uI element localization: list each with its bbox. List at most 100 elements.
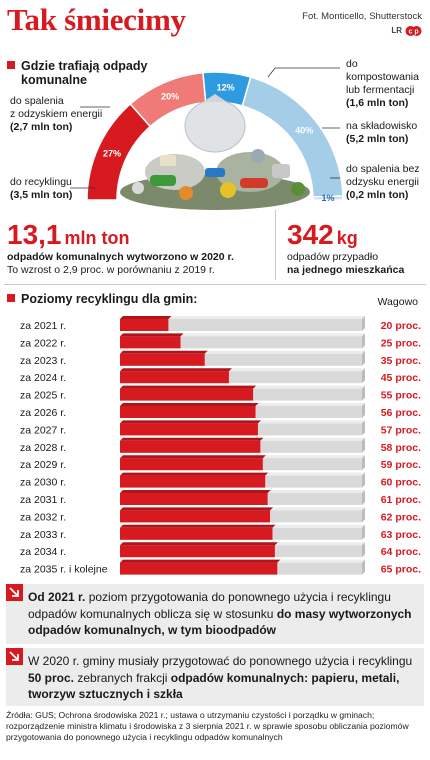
svg-text:p: p [414,29,418,36]
stat-per-capita: 342 kg [287,219,358,250]
photo-credit: Fot. Monticello, Shutterstock [302,11,422,22]
bar-side-face [362,455,365,471]
bar-category-label: za 2030 r. [20,477,66,489]
bar-fill-top-face [120,507,274,511]
stat-total-mass: 13,1 mln ton [7,219,130,250]
bar-fill-top-face [120,455,266,459]
bar-fill [120,527,273,540]
bar-fill [120,493,268,505]
bar-top-face [120,316,365,319]
label-incineration-no-recovery: do spalenia bez odzysku energii (0,2 mln… [346,163,420,201]
bar-value-label: 35 proc. [381,355,421,367]
heading-line-2: komunalne [21,73,87,87]
arrow-icon [6,584,23,601]
bar-value-label: 20 proc. [381,320,421,332]
bar-value-label: 60 proc. [381,477,421,489]
bar-fill-top-face [120,524,276,528]
bar-fill-top-face [120,559,281,563]
bar-fill [120,475,266,488]
bar-side-face [362,403,365,418]
section-heading-recycling-levels: Poziomy recyklingu dla gmin: [7,292,197,306]
bar-category-label: za 2025 r. [20,390,66,402]
bar-category-label: za 2035 r. i kolejne [20,564,108,576]
copyright-icon: c p [405,26,422,36]
bar-category-label: za 2033 r. [20,529,66,541]
bar-category-label: za 2024 r. [20,372,66,384]
stat-per-capita-description: odpadów przypadło na jednego mieszkańca [287,251,405,276]
bar-side-face [362,368,365,384]
bar-side-face [362,542,365,558]
bar-value-label: 25 proc. [381,337,421,349]
bar-value-label: 65 proc. [381,564,421,576]
bar-remainder [120,319,362,331]
bar-side-face [362,420,365,436]
bar-value-label: 64 proc. [381,546,421,558]
bar-side-face [362,490,365,505]
bar-category-label: za 2023 r. [20,355,66,367]
bar-fill-top-face [120,403,259,406]
source-note: Źródła: GUS; Ochrona środowiska 2021 r.;… [6,710,409,742]
label-composting: do kompostowania lub fermentacji (1,6 ml… [346,58,419,109]
info-box-2021: Od 2021 r. poziom przygotowania do ponow… [6,584,424,644]
bar-fill-top-face [120,420,261,424]
bar-side-face [362,350,365,366]
bar-fill [120,353,205,366]
bar-value-label: 62 proc. [381,511,421,523]
bar-category-label: za 2021 r. [20,320,66,332]
bar-category-label: za 2026 r. [20,407,66,419]
waste-pile-illustration [120,94,310,210]
recycling-levels-chart: za 2021 r. 20 proc. za 2022 r. 25 proc. za 2… [20,316,421,576]
bar-category-label: za 2022 r. [20,337,66,349]
stats-divider [275,210,276,280]
bar-value-label: 56 proc. [381,407,421,419]
bar-side-face [362,333,365,349]
bar-fill-top-face [120,368,232,372]
arc-pct-label-5: 1% [321,193,334,203]
heading-line-1: Gdzie trafiają odpady [21,59,148,73]
bar-fill [120,423,258,436]
bar-value-label: 45 proc. [381,372,421,384]
bar-value-label: 58 proc. [381,442,421,454]
section-divider [4,284,426,285]
bar-fill-top-face [120,542,278,546]
bar-category-label: za 2028 r. [20,442,66,454]
arc-pct-label-1: 27% [103,148,121,158]
bar-fill [120,371,229,384]
bar-value-label: 57 proc. [381,424,421,436]
bar-fill-top-face [120,437,264,441]
bar-value-label: 55 proc. [381,390,421,402]
bar-category-label: za 2027 r. [20,424,66,436]
bar-value-label: 59 proc. [381,459,421,471]
arc-pct-label-4: 40% [295,126,313,136]
bar-category-label: za 2034 r. [20,546,66,558]
bar-fill-top-face [120,472,269,476]
bar-side-face [362,507,365,523]
bar-fill [120,319,169,331]
info-box-2020: W 2020 r. gminy musiały przygotować do p… [6,648,424,706]
bar-fill-top-face [120,385,257,389]
bar-fill [120,510,271,523]
arc-segment-5 [312,195,344,201]
waste-destination-chart: 27% 20% 12% 40% 1% [70,67,344,210]
bar-fill [120,336,181,349]
bar-side-face [362,316,365,331]
svg-text:c: c [409,29,413,36]
info-box-2021-text: Od 2021 r. poziom przygotowania do ponow… [28,590,412,637]
section-heading-waste-destination: Gdzie trafiają odpady komunalne [7,59,157,87]
arrow-icon [6,648,23,665]
bar-side-face [362,385,365,401]
page-title: Tak śmiecimy [7,2,186,37]
bullet-square [7,61,15,69]
bar-fill-top-face [120,490,271,493]
bar-fill [120,440,261,453]
bar-side-face [362,559,365,575]
stat-total-description: odpadów komunalnych wytworzono w 2020 r.… [7,251,234,276]
leader-line [267,67,340,78]
bar-value-label: 61 proc. [381,494,421,506]
bar-fill-top-face [120,350,208,354]
arc-pct-label-3: 12% [217,83,235,93]
info-box-2020-text: W 2020 r. gminy musiały przygotować do p… [28,654,413,701]
bar-fill [120,545,275,558]
bar-category-label: za 2029 r. [20,459,66,471]
